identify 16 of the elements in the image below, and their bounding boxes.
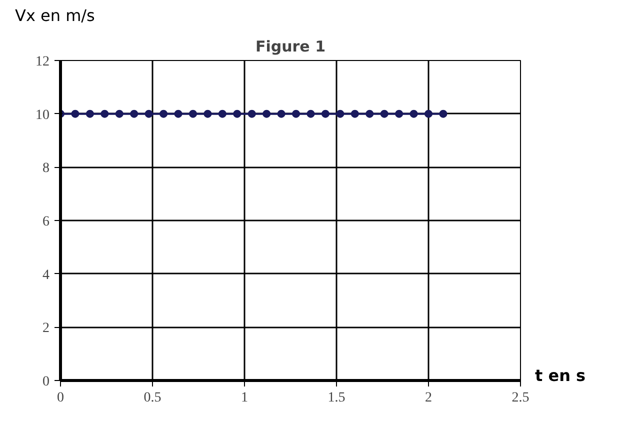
x-axis-title: t en s xyxy=(535,365,586,387)
y-axis-title: Vx en m/s xyxy=(15,5,95,27)
y-tick-label: 6 xyxy=(42,214,50,230)
x-tick-label: 1 xyxy=(241,390,248,406)
y-tick-label: 10 xyxy=(36,108,50,123)
y-tick-label: 8 xyxy=(42,161,50,176)
x-tick-label: 1.5 xyxy=(328,390,346,406)
x-tick-label: 0.5 xyxy=(144,390,162,406)
y-tick-label: 4 xyxy=(42,268,50,283)
x-tick-label: 2 xyxy=(425,390,432,406)
y-tick-label: 2 xyxy=(42,321,50,336)
y-tick-label: 12 xyxy=(36,54,50,70)
y-tick-label: 0 xyxy=(42,374,50,390)
chart-title: Figure 1 xyxy=(255,38,326,56)
x-tick-label: 2.5 xyxy=(512,390,530,406)
x-tick-label: 0 xyxy=(57,390,64,406)
